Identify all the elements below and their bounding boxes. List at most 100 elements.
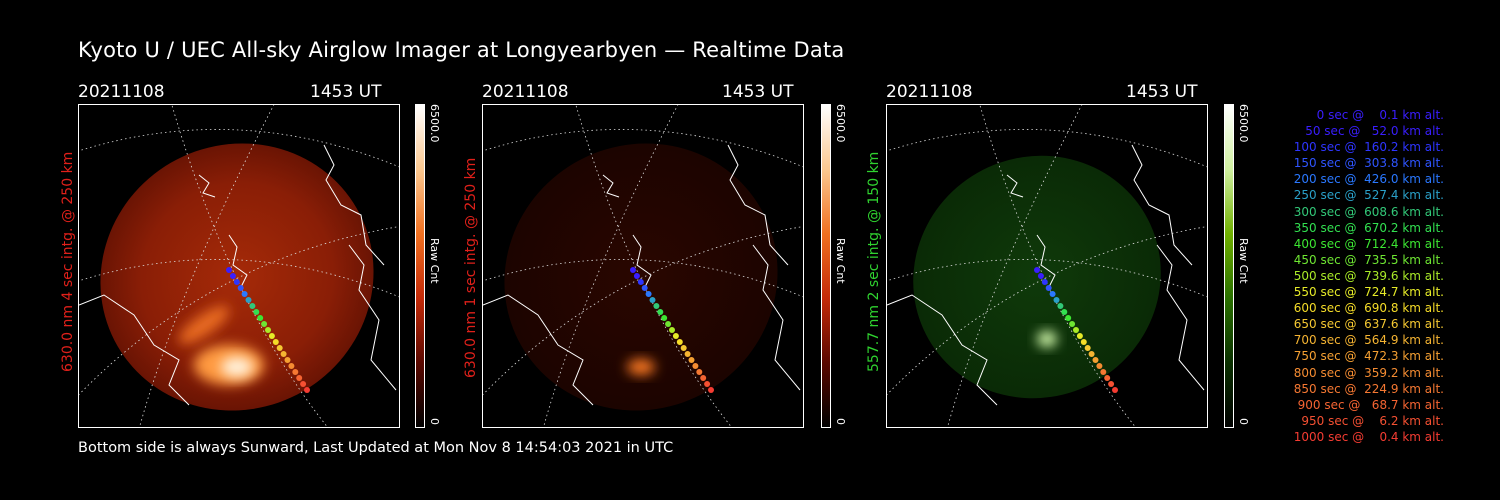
legend-row: 250 sec @ 527.4 km alt. (1289, 188, 1444, 203)
trajectory-point (1112, 387, 1118, 393)
footer-note: Bottom side is always Sunward, Last Upda… (78, 440, 674, 456)
trajectory-point (692, 363, 699, 369)
trajectory-point (1096, 363, 1103, 369)
legend-row: 500 sec @ 739.6 km alt. (1289, 268, 1444, 283)
trajectory-point (1092, 357, 1099, 363)
legend-row: 350 sec @ 670.2 km alt. (1289, 220, 1444, 235)
colorbar-1-unit: Raw Cnt (428, 238, 441, 284)
trajectory-point (296, 375, 303, 381)
trajectory-point (680, 345, 687, 351)
legend-row: 900 sec @ 68.7 km alt. (1293, 397, 1444, 412)
trajectory-point (633, 273, 640, 279)
trajectory-point (1100, 369, 1107, 375)
trajectory-point (1037, 273, 1044, 279)
trajectory-point (245, 297, 252, 303)
trajectory-point (641, 285, 648, 291)
allsky-image-panel-2 (482, 104, 804, 428)
legend-row: 400 sec @ 712.4 km alt. (1289, 236, 1444, 251)
colorbar-1 (415, 104, 425, 428)
legend-row: 850 sec @ 224.9 km alt. (1289, 381, 1444, 396)
trajectory-point (1049, 291, 1056, 297)
trajectory-point (1053, 297, 1060, 303)
colorbar-2-min: 0 (834, 418, 847, 425)
legend-row: 700 sec @ 564.9 km alt. (1289, 333, 1444, 348)
colorbar-3 (1224, 104, 1234, 428)
trajectory-point (696, 369, 703, 375)
trajectory-point (280, 351, 287, 357)
allsky-image-panel-1 (78, 104, 400, 428)
trajectory-point (1108, 381, 1115, 387)
trajectory-point (708, 387, 714, 393)
trajectory-point (661, 315, 668, 321)
legend-row: 50 sec @ 52.0 km alt. (1297, 124, 1444, 139)
legend-row: 550 sec @ 724.7 km alt. (1289, 285, 1444, 300)
colorbar-3-min: 0 (1237, 418, 1250, 425)
trajectory-point (1073, 327, 1079, 333)
trajectory-point (233, 279, 240, 285)
trajectory-point (1041, 279, 1048, 285)
panel-1-time: 1453 UT (310, 82, 382, 102)
trajectory-point (261, 321, 268, 327)
trajectory-point (1084, 345, 1091, 351)
legend-row: 100 sec @ 160.2 km alt. (1289, 140, 1444, 155)
trajectory-point (637, 279, 644, 285)
panel-3-side-label: 557.7 nm 2 sec intg. @ 150 km (866, 151, 882, 372)
colorbar-3-unit: Raw Cnt (1237, 238, 1250, 284)
trajectory-point (704, 381, 711, 387)
colorbar-2-unit: Raw Cnt (834, 238, 847, 284)
panel-2-date: 20211108 (482, 82, 569, 102)
trajectory-point (284, 357, 291, 363)
legend-row: 1000 sec @ 0.4 km alt. (1293, 429, 1444, 444)
trajectory-point (226, 267, 232, 273)
trajectory-point (268, 333, 275, 339)
panel-2-side-label: 630.0 nm 1 sec intg. @ 250 km (463, 157, 479, 378)
allsky-image-green-2sec (887, 105, 1207, 427)
legend-row: 800 sec @ 359.2 km alt. (1289, 365, 1444, 380)
allsky-image-red-4sec (79, 105, 399, 427)
panel-2-time: 1453 UT (722, 82, 794, 102)
trajectory-point (272, 339, 279, 345)
trajectory-point (649, 297, 656, 303)
page-title: Kyoto U / UEC All-sky Airglow Imager at … (78, 38, 845, 62)
trajectory-point (229, 273, 236, 279)
colorbar-2-max: 6500.0 (834, 104, 847, 143)
allsky-image-panel-3 (886, 104, 1208, 428)
panel-1-date: 20211108 (78, 82, 165, 102)
trajectory-point (249, 303, 256, 309)
panel-1-side-label: 630.0 nm 4 sec intg. @ 250 km (60, 151, 76, 372)
trajectory-point (1080, 339, 1087, 345)
trajectory-point (665, 321, 672, 327)
trajectory-point (1069, 321, 1076, 327)
trajectory-point (1065, 315, 1072, 321)
trajectory-point (688, 357, 695, 363)
trajectory-point (288, 363, 295, 369)
legend-row: 950 sec @ 6.2 km alt. (1297, 413, 1444, 428)
trajectory-point (657, 309, 664, 315)
colorbar-1-max: 6500.0 (428, 104, 441, 143)
legend-row: 150 sec @ 303.8 km alt. (1289, 156, 1444, 171)
trajectory-point (700, 375, 707, 381)
allsky-image-red-1sec (483, 105, 803, 427)
trajectory-point (653, 303, 660, 309)
trajectory-point (630, 267, 636, 273)
colorbar-3-max: 6500.0 (1237, 104, 1250, 143)
panel-3-time: 1453 UT (1126, 82, 1198, 102)
trajectory-point (1104, 375, 1111, 381)
legend-row: 450 sec @ 735.5 km alt. (1289, 252, 1444, 267)
legend-row: 600 sec @ 690.8 km alt. (1289, 301, 1444, 316)
trajectory-point (1045, 285, 1052, 291)
trajectory-point (265, 327, 271, 333)
legend-row: 0 sec @ 0.1 km alt. (1305, 108, 1444, 122)
trajectory-point (253, 309, 260, 315)
trajectory-point (276, 345, 283, 351)
panel-3-date: 20211108 (886, 82, 973, 102)
legend-row: 300 sec @ 608.6 km alt. (1289, 204, 1444, 219)
trajectory-point (257, 315, 264, 321)
trajectory-point (241, 291, 248, 297)
trajectory-point (1088, 351, 1095, 357)
trajectory-legend: 0 sec @ 0.1 km alt. 50 sec @ 52.0 km alt… (1262, 107, 1444, 445)
trajectory-point (292, 369, 299, 375)
legend-row: 750 sec @ 472.3 km alt. (1289, 349, 1444, 364)
colorbar-1-min: 0 (428, 418, 441, 425)
legend-row: 200 sec @ 426.0 km alt. (1289, 172, 1444, 187)
